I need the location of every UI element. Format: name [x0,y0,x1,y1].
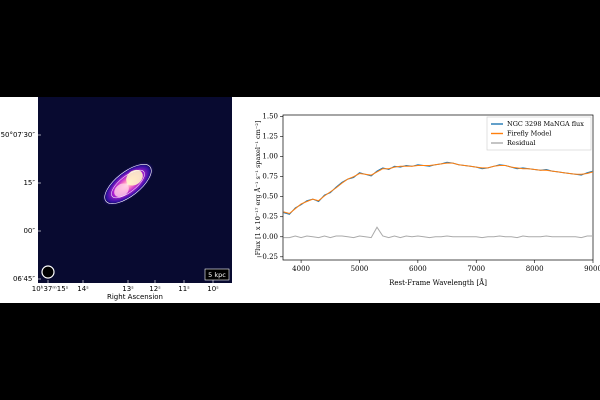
legend-label: Firefly Model [507,130,551,138]
y-tick-label: 00″ [23,227,35,235]
x-tick-label: 11ˢ [178,285,190,293]
legend-label: Residual [507,139,535,147]
beam [41,265,55,279]
x-tick-label: 7000 [467,265,485,273]
y-tick-label: 50°07′30″ [1,131,36,139]
radio-image: 5 kpc [38,97,232,283]
y-tick-label: 1.00 [262,153,278,161]
x-tick-label: 10ˢ [207,285,219,293]
y-axis-label: Flux [1 x 10⁻¹⁷ erg Å⁻¹ s⁻¹ spaxel⁻¹ cm⁻… [253,121,262,256]
x-tick-label: 10ʰ37ᵐ15ˢ [32,285,69,293]
legend-label: NGC 3298 MaNGA flux [507,120,584,128]
x-tick-label: 13ˢ [122,285,134,293]
y-tick-label: 0.50 [262,193,278,201]
scale-bar-label: 5 kpc [208,271,226,279]
source [101,161,155,207]
legend-box [486,116,592,151]
scale-bar [204,268,230,281]
x-axis-label: Rest-Frame Wavelength [Å] [389,278,487,287]
y-tick-label: 15″ [23,179,35,187]
x-tick-label: 6000 [409,265,427,273]
y-tick-label: 0.25 [262,213,278,221]
y-tick-label: 06′45″ [13,275,35,283]
y-tick-label: 0.75 [262,173,278,181]
plot-frame [282,114,594,261]
x-tick-label: 14ˢ [77,285,89,293]
x-axis-label: Right Ascension [107,293,163,301]
x-tick-label: 9000 [584,265,600,273]
x-tick-label: 8000 [526,265,544,273]
y-tick-label: 1.50 [262,113,278,121]
x-tick-label: 5000 [351,265,369,273]
x-tick-label: 12ˢ [149,285,161,293]
x-tick-label: 4000 [292,265,310,273]
series-line [283,162,594,215]
series-line [283,226,593,239]
y-tick-label: −0.25 [257,253,278,261]
y-tick-label: 1.25 [262,133,278,141]
y-tick-label: 0.00 [262,233,278,241]
